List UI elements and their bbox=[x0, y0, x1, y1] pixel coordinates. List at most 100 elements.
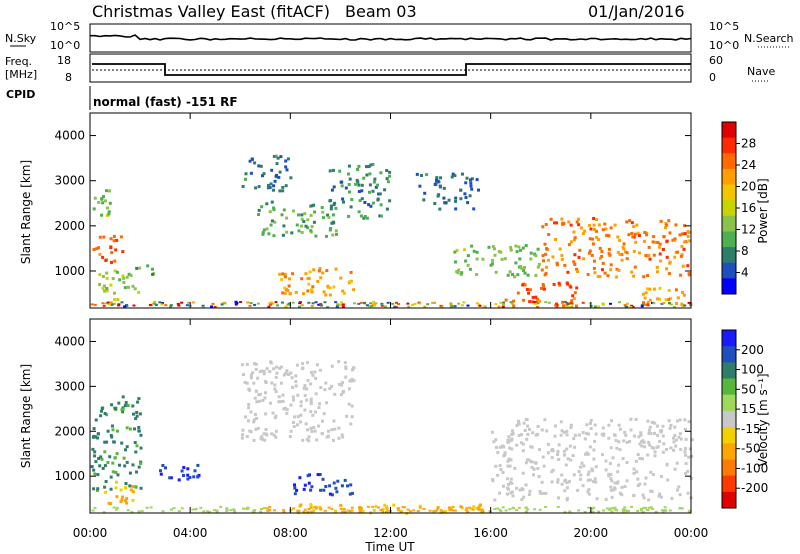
colorbar-swatch bbox=[722, 168, 736, 185]
ground-scatter-cell bbox=[439, 509, 443, 512]
velocity-cell bbox=[502, 484, 505, 488]
velocity-cell bbox=[299, 503, 303, 507]
power-cell bbox=[433, 182, 437, 186]
velocity-cell bbox=[264, 391, 267, 395]
power-cell bbox=[526, 273, 530, 277]
ground-scatter-cell bbox=[366, 505, 370, 508]
velocity-cell bbox=[307, 481, 311, 485]
power-cell bbox=[569, 285, 573, 289]
velocity-cell bbox=[299, 413, 303, 417]
ground-scatter-cell bbox=[631, 306, 635, 308]
velocity-cell bbox=[114, 471, 118, 474]
ground-scatter-cell bbox=[348, 510, 352, 513]
power-cell bbox=[555, 263, 559, 267]
power-cell bbox=[340, 180, 344, 184]
ground-scatter-cell bbox=[649, 506, 653, 509]
velocity-cell bbox=[392, 503, 396, 507]
velocity-cell bbox=[594, 432, 598, 436]
velocity-cell bbox=[531, 431, 535, 435]
velocity-cell bbox=[525, 437, 529, 441]
power-cell bbox=[515, 250, 519, 254]
power-cell bbox=[582, 257, 586, 261]
velocity-cell bbox=[240, 363, 244, 367]
power-cell bbox=[281, 291, 285, 295]
velocity-cell bbox=[538, 448, 541, 452]
ground-scatter-cell bbox=[249, 302, 253, 305]
velocity-cell bbox=[586, 490, 590, 494]
ground-scatter-cell bbox=[368, 305, 372, 308]
power-cell bbox=[328, 293, 332, 297]
ground-scatter-cell bbox=[610, 510, 614, 513]
velocity-cell bbox=[279, 381, 283, 385]
velocity-cell bbox=[303, 384, 307, 388]
power-cell bbox=[493, 253, 497, 257]
velocity-cell bbox=[383, 503, 387, 507]
power-cell bbox=[656, 241, 660, 244]
ground-scatter-cell bbox=[622, 510, 626, 513]
ground-scatter-cell bbox=[644, 506, 647, 509]
ground-scatter-cell bbox=[233, 510, 237, 513]
velocity-cell bbox=[594, 480, 598, 484]
power-cell bbox=[354, 182, 358, 186]
power-cell bbox=[565, 281, 569, 285]
ground-scatter-cell bbox=[93, 506, 97, 509]
power-cell bbox=[630, 221, 634, 225]
velocity-cell bbox=[506, 492, 509, 496]
power-cell bbox=[516, 291, 520, 295]
ground-scatter-cell bbox=[154, 303, 158, 306]
power-cell bbox=[646, 287, 649, 291]
velocity-cell bbox=[510, 481, 514, 485]
velocity-cell bbox=[673, 467, 677, 471]
power-cell bbox=[642, 275, 646, 279]
velocity-cell bbox=[640, 444, 644, 448]
power-cell bbox=[643, 231, 647, 234]
power-cell bbox=[572, 230, 576, 234]
velocity-cell bbox=[245, 435, 249, 438]
power-cell bbox=[655, 270, 659, 274]
power-cell bbox=[110, 251, 114, 255]
ground-scatter-cell bbox=[608, 507, 612, 510]
power-cell bbox=[630, 231, 634, 235]
velocity-cell bbox=[314, 392, 318, 396]
ground-scatter-cell bbox=[407, 305, 411, 308]
ground-scatter-cell bbox=[282, 509, 286, 512]
velocity-cell bbox=[334, 486, 338, 490]
power-cell bbox=[334, 229, 338, 233]
ground-scatter-cell bbox=[544, 506, 548, 508]
power-cell bbox=[454, 196, 458, 200]
power-cell bbox=[112, 234, 116, 238]
power-cell bbox=[278, 189, 282, 193]
velocity-cell bbox=[515, 443, 519, 447]
velocity-cell bbox=[91, 447, 95, 451]
ground-scatter-cell bbox=[566, 303, 570, 305]
velocity-cell bbox=[247, 419, 250, 423]
power-cell bbox=[101, 255, 105, 259]
power-cell bbox=[281, 272, 285, 276]
power-cell bbox=[100, 197, 104, 201]
power-cell bbox=[566, 270, 570, 274]
power-cell bbox=[674, 288, 678, 292]
power-cell bbox=[371, 189, 375, 193]
velocity-cell bbox=[656, 445, 660, 449]
colorbar-swatch bbox=[722, 231, 736, 248]
colorbar-tick-label: 200 bbox=[741, 343, 764, 357]
ground-scatter-cell bbox=[342, 508, 346, 511]
ground-scatter-cell bbox=[413, 302, 417, 305]
ground-scatter-cell bbox=[300, 304, 304, 307]
power-cell bbox=[112, 239, 116, 243]
velocity-cell bbox=[285, 408, 289, 411]
velocity-cell bbox=[608, 462, 612, 465]
velocity-cell bbox=[624, 433, 628, 437]
power-cell bbox=[673, 255, 677, 259]
velocity-cell bbox=[114, 486, 118, 490]
x-tick-label: 08:00 bbox=[273, 526, 308, 540]
velocity-cell bbox=[511, 494, 515, 498]
ground-scatter-cell bbox=[611, 507, 615, 510]
power-cell bbox=[459, 273, 463, 276]
power-cell bbox=[633, 232, 637, 236]
power-cell bbox=[646, 274, 650, 277]
velocity-cell bbox=[510, 490, 514, 494]
power-cell bbox=[491, 245, 495, 248]
ground-scatter-cell bbox=[652, 302, 656, 305]
